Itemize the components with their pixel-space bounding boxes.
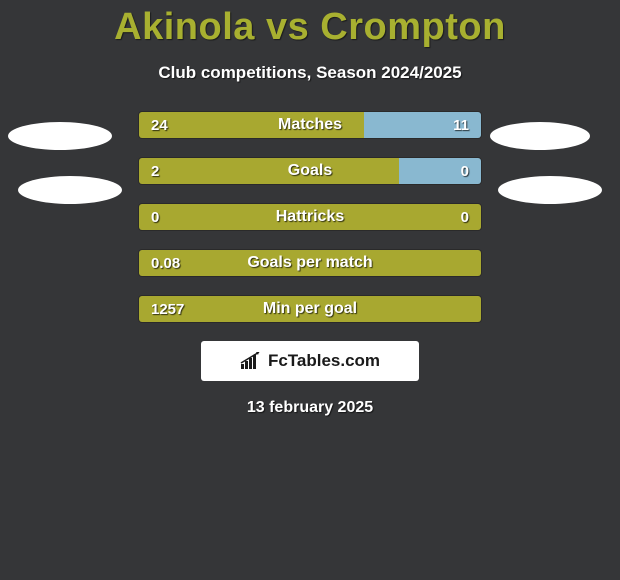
row-goals-per-match: 0.08 Goals per match (138, 249, 482, 277)
title-left: Akinola (114, 6, 255, 48)
footer-date: 13 february 2025 (0, 399, 620, 417)
value-right: 0 (461, 204, 469, 230)
row-matches: 24 Matches 11 (138, 111, 482, 139)
player-photo-placeholder (498, 176, 602, 204)
value-right: 0 (461, 158, 469, 184)
title-vs: vs (255, 6, 320, 48)
player-photo-placeholder (8, 122, 112, 150)
row-goals: 2 Goals 0 (138, 157, 482, 185)
subtitle: Club competitions, Season 2024/2025 (0, 63, 620, 83)
player-photo-placeholder (490, 122, 590, 150)
value-right: 11 (453, 112, 469, 138)
title-right: Crompton (320, 6, 506, 48)
player-photo-placeholder (18, 176, 122, 204)
row-label: Matches (139, 112, 481, 138)
row-label: Min per goal (139, 296, 481, 322)
row-label: Goals per match (139, 250, 481, 276)
bar-chart-icon (240, 352, 262, 370)
row-hattricks: 0 Hattricks 0 (138, 203, 482, 231)
row-label: Hattricks (139, 204, 481, 230)
page-title: Akinola vs Crompton (0, 0, 620, 49)
row-label: Goals (139, 158, 481, 184)
row-min-per-goal: 1257 Min per goal (138, 295, 482, 323)
logo-text: FcTables.com (268, 351, 380, 371)
source-logo: FcTables.com (201, 341, 419, 381)
